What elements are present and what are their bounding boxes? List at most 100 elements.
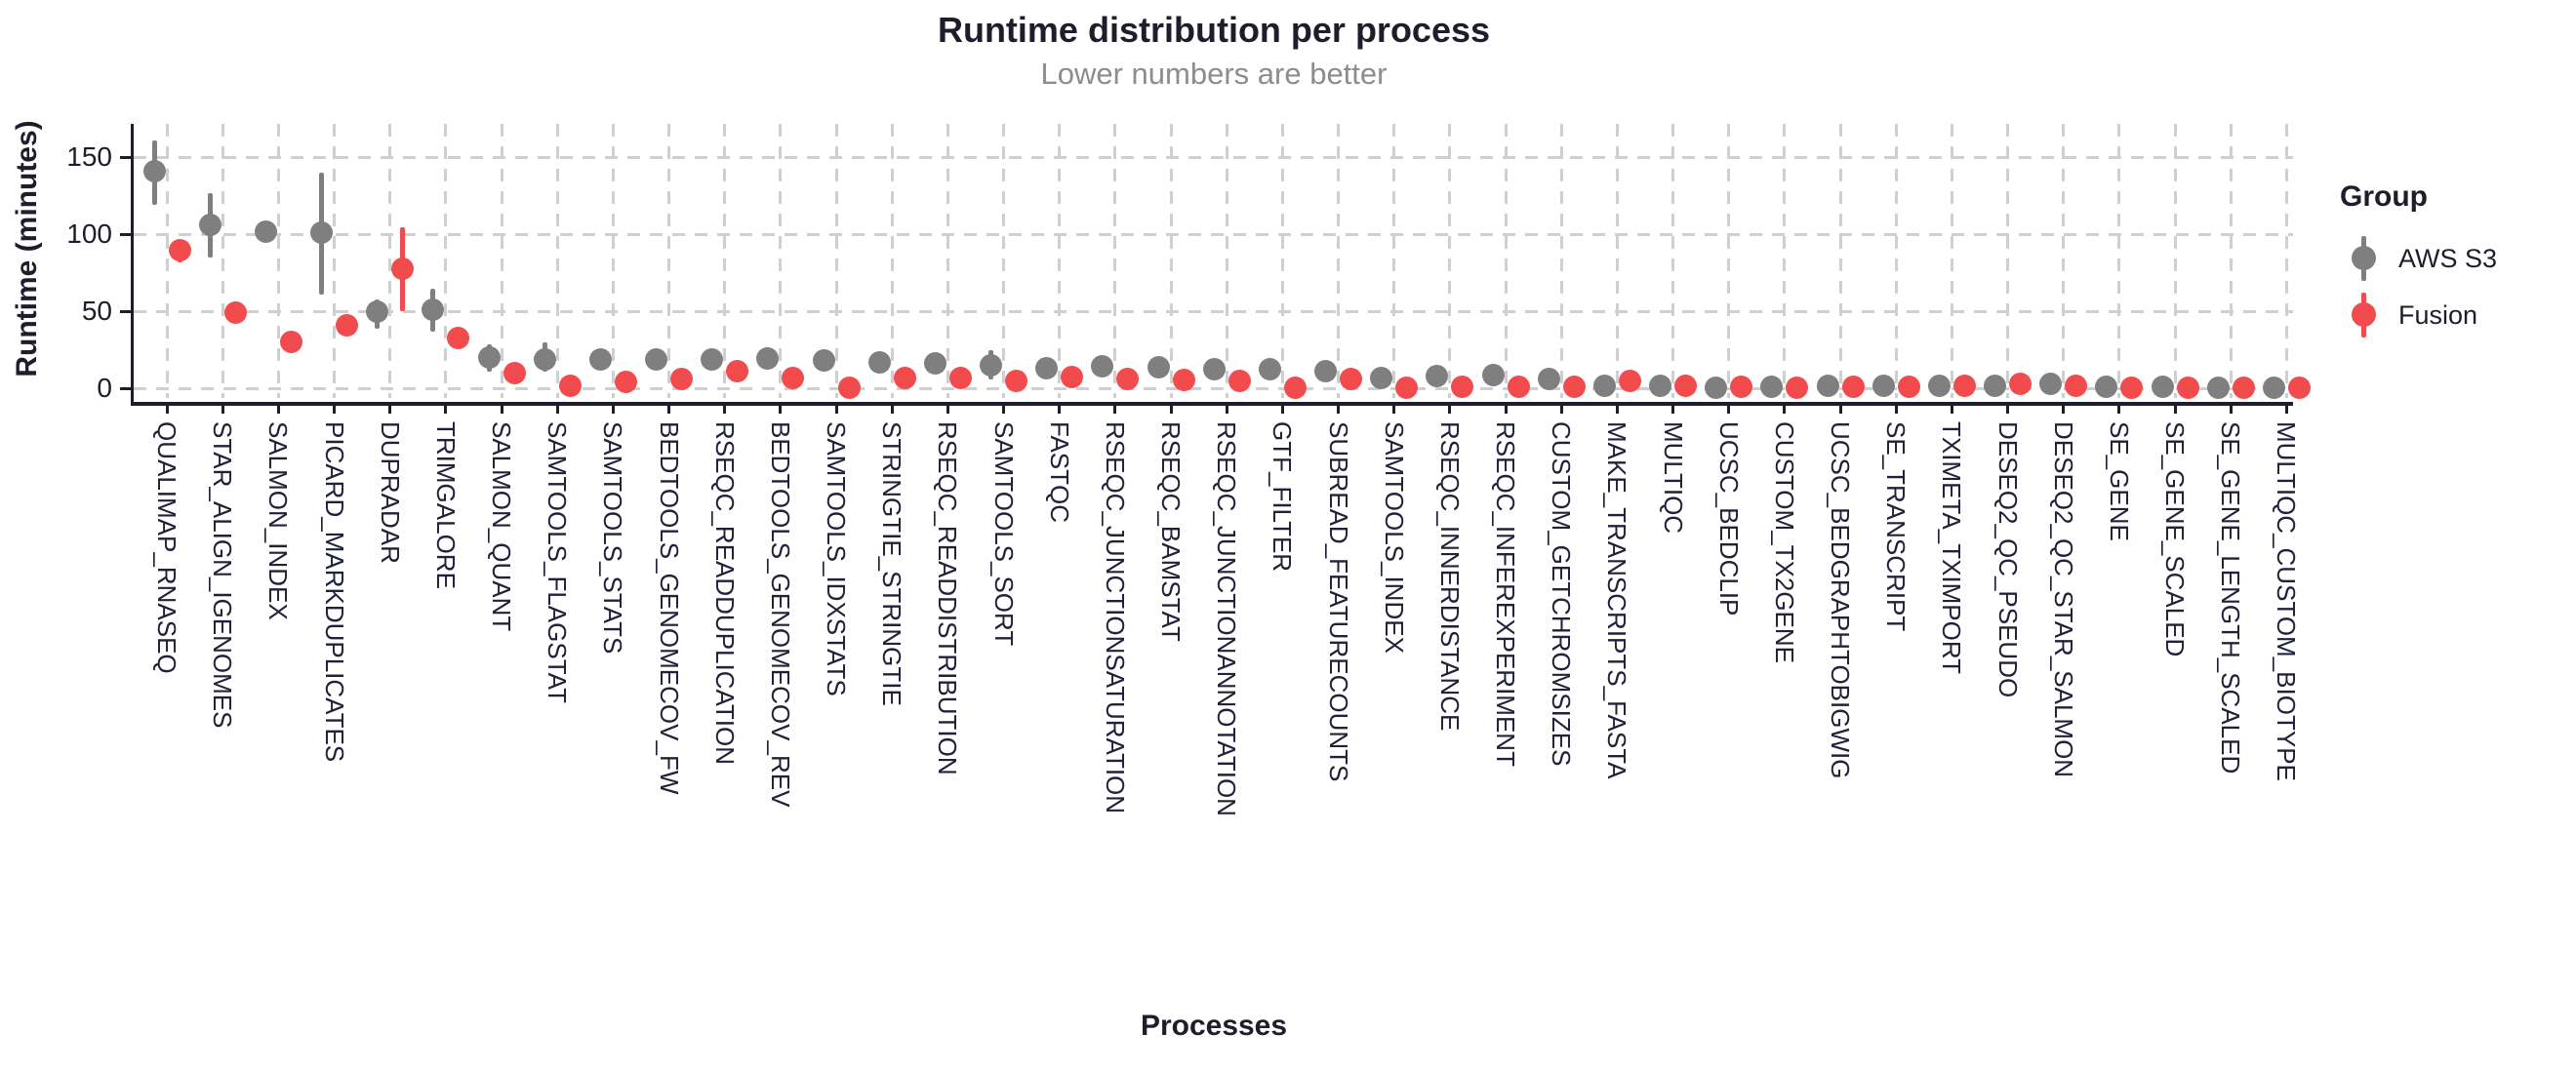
x-tick-label: SUBREAD_FEATURECOUNTS [1323,421,1353,782]
data-point-aws-s3 [1314,359,1338,382]
x-tick-label: TRIMGALORE [430,421,461,589]
data-point-fusion [893,366,916,389]
data-point-aws-s3 [1816,375,1839,398]
pointrange-key-icon [2344,293,2383,338]
data-point-aws-s3 [533,347,556,371]
x-tick-mark [1950,405,1953,414]
data-point-aws-s3 [923,351,946,375]
x-tick-mark [1783,405,1787,414]
data-point-aws-s3 [1984,375,2007,398]
y-tick-label: 50 [81,296,112,327]
data-point-fusion [1395,376,1419,399]
x-tick-label: DUPRADAR [375,421,405,564]
gridline-vertical [1280,124,1284,398]
gridline-vertical [221,124,224,398]
data-point-aws-s3 [1258,358,1281,381]
x-tick-label: PICARD_MARKDUPLICATES [319,421,349,763]
data-point-aws-s3 [254,219,277,243]
x-tick-label: RSEQC_READDISTRIBUTION [933,421,963,775]
x-tick-label: SAMTOOLS_SORT [988,421,1019,647]
data-point-fusion [1172,369,1195,392]
x-tick-label: SE_GENE [2104,421,2134,541]
gridline-vertical [779,124,783,398]
gridline-horizontal [134,309,2293,313]
gridline-vertical [1392,124,1396,398]
legend-label: AWS S3 [2398,243,2498,273]
x-tick-mark [1225,405,1228,414]
chart-title: Runtime distribution per process [937,10,1491,50]
x-tick-mark [834,405,838,414]
gridline-vertical [1838,124,1842,398]
data-point-aws-s3 [1705,376,1728,399]
data-point-fusion [336,314,358,338]
gridline-vertical [667,124,671,398]
x-tick-label: TXIMETA_TXIMPORT [1937,421,1967,675]
data-point-fusion [1005,369,1028,392]
gridline-vertical [1671,124,1675,398]
data-point-aws-s3 [2095,375,2118,398]
data-point-fusion [1786,376,1809,399]
y-tick-label: 100 [66,219,112,250]
data-point-fusion [2176,377,2199,399]
gridline-horizontal [134,232,2293,236]
data-point-fusion [837,376,861,399]
data-point-fusion [1618,369,1641,392]
data-point-fusion [782,366,805,389]
x-tick-mark [221,405,224,414]
data-point-fusion [2065,375,2088,398]
x-tick-mark [333,405,336,414]
x-tick-mark [2284,405,2288,414]
data-point-aws-s3 [422,298,445,322]
x-tick-label: GTF_FILTER [1268,421,1298,573]
data-point-aws-s3 [1426,365,1449,388]
data-point-fusion [1340,368,1363,391]
x-tick-mark [890,405,894,414]
gridline-vertical [1504,124,1508,398]
gridline-vertical [1727,124,1731,398]
x-tick-label: SAMTOOLS_FLAGSTAT [543,421,573,703]
x-tick-label: CUSTOM_GETCHROMSIZES [1547,421,1577,767]
data-point-aws-s3 [1091,354,1114,378]
x-tick-mark [1280,405,1284,414]
gridline-vertical [1169,124,1173,398]
data-point-aws-s3 [701,347,724,371]
data-point-aws-s3 [477,346,501,370]
data-point-fusion [1897,375,1920,398]
x-tick-label: SAMTOOLS_INDEX [1379,421,1409,654]
data-point-fusion [279,331,302,354]
y-tick-mark [120,155,134,159]
data-point-aws-s3 [756,347,780,370]
data-point-aws-s3 [645,347,668,371]
data-point-fusion [1730,375,1753,398]
chart-subtitle: Lower numbers are better [1040,57,1388,91]
x-tick-label: QUALIMAP_RNASEQ [152,421,181,674]
x-tick-label: SE_GENE_SCALED [2160,421,2191,657]
x-tick-mark [723,405,727,414]
gridline-vertical [1783,124,1787,398]
data-point-fusion [2287,377,2311,399]
x-tick-mark [1448,405,1452,414]
gridline-vertical [1615,124,1619,398]
legend-label: Fusion [2398,299,2478,330]
gridline-horizontal [134,155,2293,159]
x-tick-mark [1559,405,1563,414]
data-point-fusion [2120,377,2144,399]
x-tick-mark [946,405,949,414]
data-point-fusion [1562,376,1586,399]
x-tick-label: SE_GENE_LENGTH_SCALED [2216,421,2246,775]
data-point-aws-s3 [1592,375,1616,398]
x-tick-label: RSEQC_JUNCTIONSATURATION [1100,421,1130,815]
data-point-fusion [223,301,247,325]
data-point-fusion [2232,376,2255,399]
x-tick-mark [2062,405,2066,414]
x-tick-label: STAR_ALIGN_IGENOMES [208,421,238,729]
gridline-vertical [333,124,336,398]
y-tick-mark [120,232,134,236]
x-tick-mark [1058,405,1062,414]
x-tick-mark [1392,405,1396,414]
data-point-aws-s3 [1202,358,1226,381]
data-point-aws-s3 [366,299,389,323]
x-tick-label: RSEQC_BAMSTAT [1156,421,1187,642]
gridline-vertical [165,124,169,398]
